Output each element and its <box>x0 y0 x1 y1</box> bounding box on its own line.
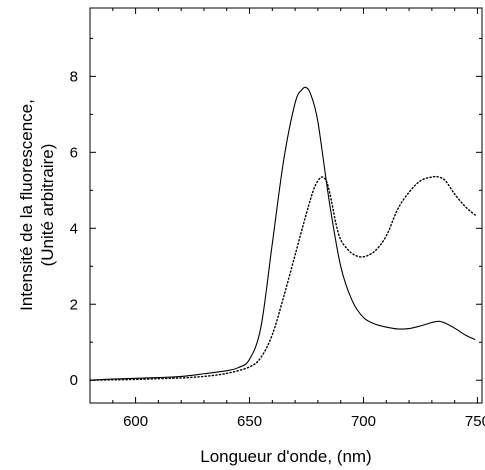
data-series <box>89 86 476 381</box>
y-tick-label: 0 <box>70 372 78 389</box>
y-axis-label-line-2: (Unité arbitraire) <box>38 144 57 267</box>
x-tick-label: 600 <box>123 413 148 430</box>
solid-series-line <box>89 86 476 381</box>
dotted-series-line <box>89 175 476 381</box>
x-tick-label: 700 <box>351 413 376 430</box>
y-tick-label: 8 <box>70 68 78 85</box>
axis-ticks <box>89 8 482 403</box>
x-tick-label: 750 <box>465 413 485 430</box>
plot-frame <box>89 7 483 404</box>
y-tick-label: 6 <box>70 144 78 161</box>
y-tick-label: 2 <box>70 296 78 313</box>
tick-labels: 600 650 700 750 0 2 4 6 8 <box>70 68 485 430</box>
y-tick-label: 4 <box>70 220 78 237</box>
x-axis-label: Longueur d'onde, (nm) <box>200 447 371 466</box>
x-tick-label: 650 <box>237 413 262 430</box>
y-axis-label-line-1: Intensité de la fluorescence, <box>17 99 36 311</box>
